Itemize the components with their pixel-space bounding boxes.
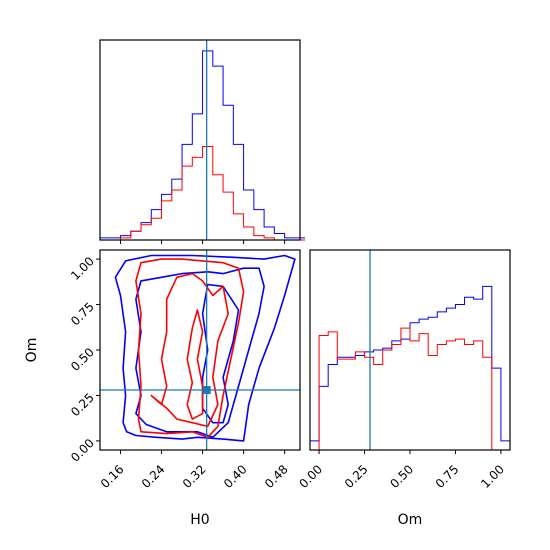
h0-x-tick-label-1: 0.24 xyxy=(139,462,168,491)
contour-group xyxy=(114,254,296,442)
om-x-tick-label-4: 1.00 xyxy=(478,462,507,491)
om-x-tick-label-2: 0.50 xyxy=(387,462,416,491)
h0-hist-series-1 xyxy=(100,146,306,241)
om-hist-series-0 xyxy=(309,285,510,450)
om-y-tick-label-4: 1.00 xyxy=(68,254,97,283)
joint-contour-panel: 0.16 0.24 0.32 0.40 0.48 0.00 0.25 0.50 0.75 1.00 xyxy=(68,249,301,491)
om-marginal-panel: 0.00 0.25 0.50 0.75 1.00 xyxy=(296,249,511,491)
om-y-tick-label-0: 0.00 xyxy=(68,436,97,465)
contour-outer-3 xyxy=(135,258,245,439)
h0-hist-series-0 xyxy=(99,50,306,240)
h0-x-tick-label-3: 0.40 xyxy=(221,462,250,491)
om-marginal-frame xyxy=(309,249,511,451)
om-x-tick-label-0: 0.00 xyxy=(296,462,325,491)
x-axis-label-om: Om xyxy=(398,512,423,528)
y-axis-label-om: Om xyxy=(24,338,40,363)
h0-marginal-frame xyxy=(99,39,301,241)
contour-core-5 xyxy=(186,309,204,420)
om-x-tick-label-3: 0.75 xyxy=(433,462,462,491)
om-hist-series-1 xyxy=(310,327,510,451)
contour-core-2 xyxy=(201,283,240,424)
h0-marginal-panel xyxy=(99,39,306,244)
om-y-tick-label-2: 0.50 xyxy=(68,345,97,374)
h0-x-tick-label-2: 0.32 xyxy=(180,462,209,491)
contour-inner-1 xyxy=(135,267,265,439)
joint-truth-marker xyxy=(202,386,211,394)
h0-x-tick-label-0: 0.16 xyxy=(98,462,127,491)
om-y-tick-label-1: 0.25 xyxy=(68,391,97,420)
contour-inner-4 xyxy=(150,272,229,428)
x-axis-label-h0: H0 xyxy=(190,512,209,528)
h0-x-tick-label-4: 0.48 xyxy=(262,462,291,491)
contour-outer-0 xyxy=(114,254,296,442)
om-y-tick-label-3: 0.75 xyxy=(68,300,97,329)
om-x-tick-label-1: 0.25 xyxy=(342,462,371,491)
